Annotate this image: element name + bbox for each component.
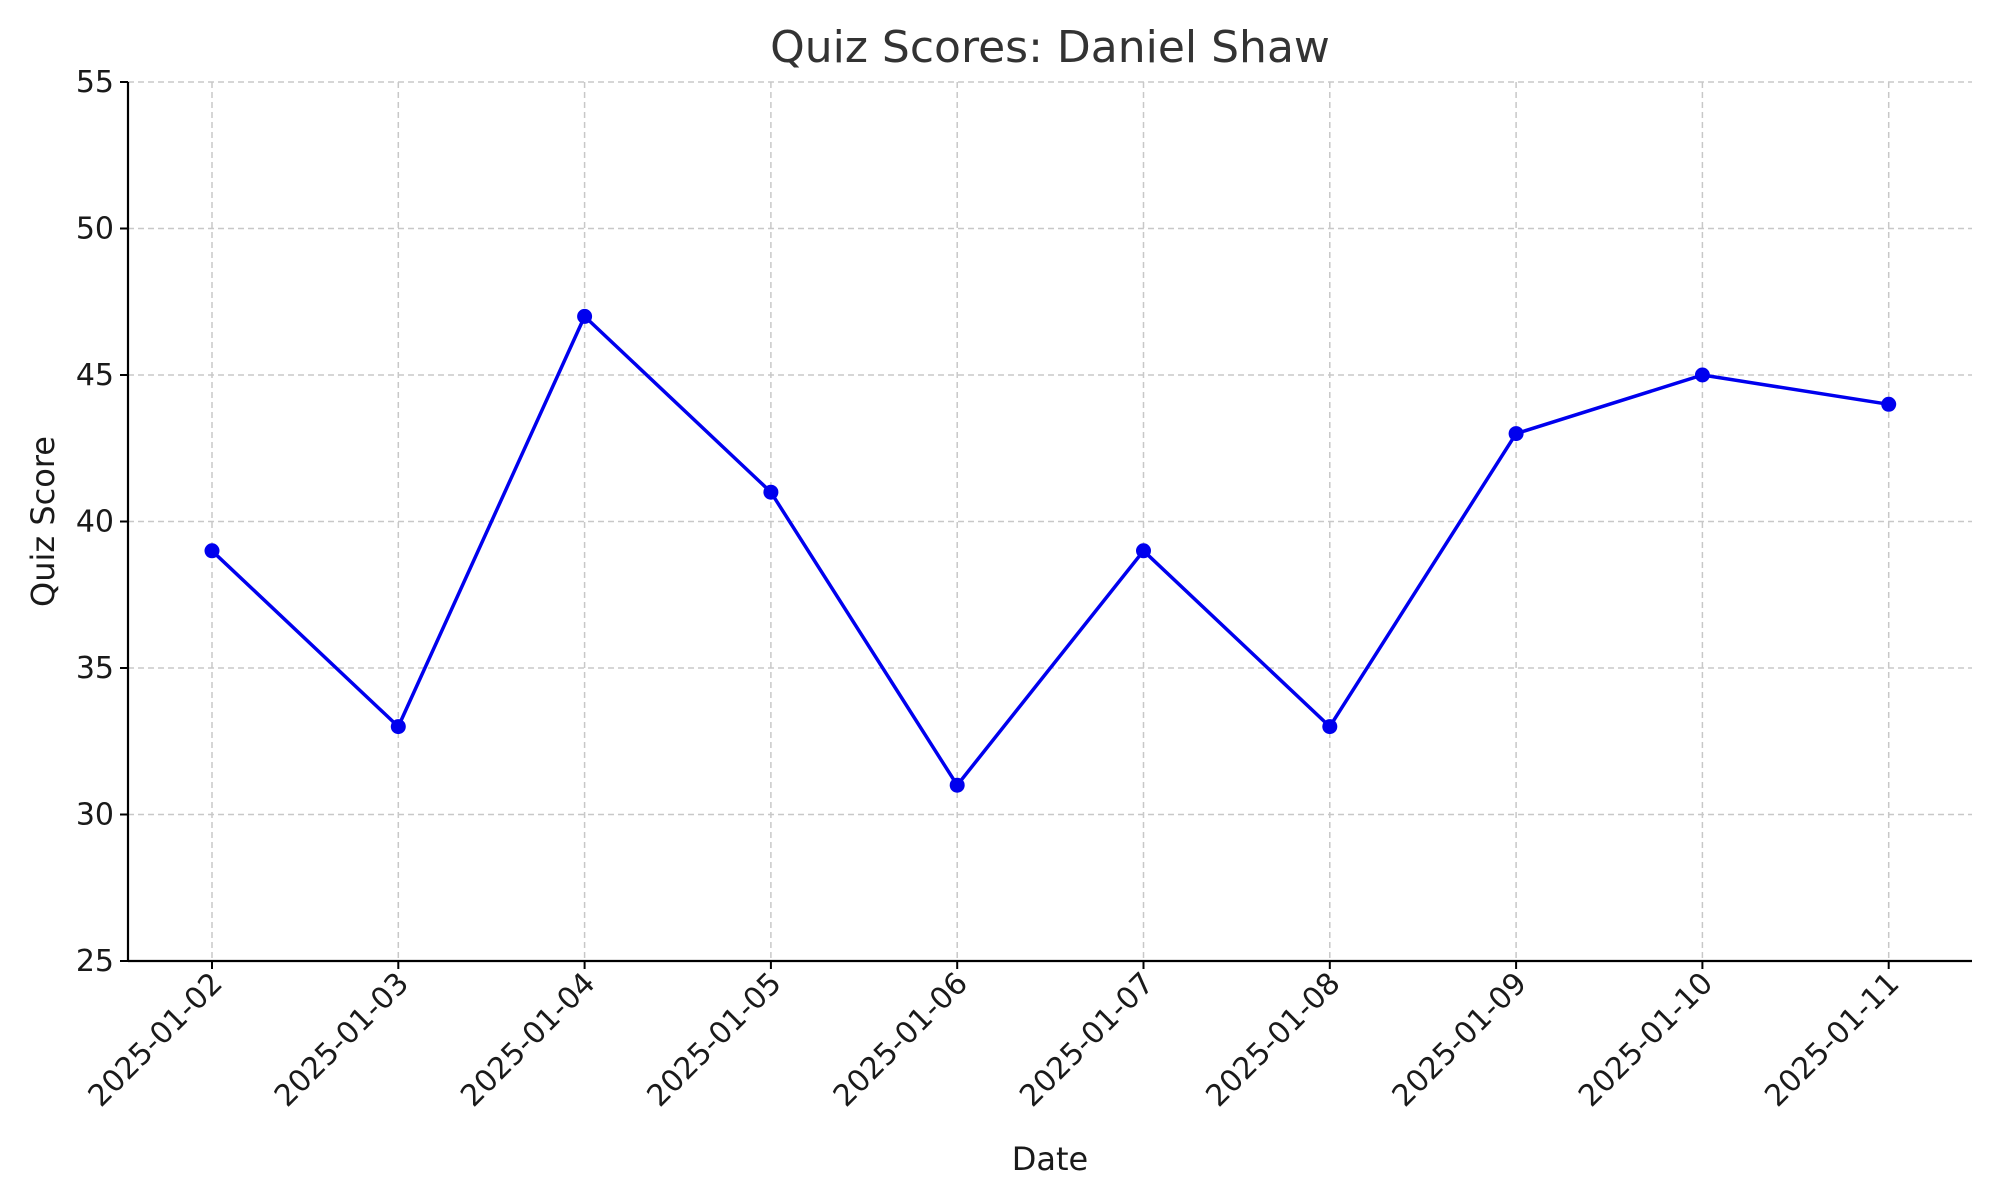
x-axis-label: Date: [1012, 1140, 1088, 1178]
x-tick-label: 2025-01-10: [1572, 966, 1720, 1114]
x-tick-label: 2025-01-07: [1013, 966, 1161, 1114]
series: [204, 308, 1897, 793]
grid: [128, 81, 1972, 962]
data-point: [1136, 543, 1151, 559]
x-tick-label: 2025-01-06: [827, 966, 975, 1114]
x-tick-label: 2025-01-09: [1386, 966, 1534, 1114]
chart-title: Quiz Scores: Daniel Shaw: [770, 22, 1330, 73]
y-tick-label: 25: [76, 944, 114, 979]
data-point: [763, 484, 779, 500]
y-axis-label: Quiz Score: [24, 436, 62, 607]
series-line: [210, 314, 1889, 787]
data-point: [1508, 426, 1524, 442]
x-axis-ticks: 2025-01-02 2025-01-03 2025-01-04 2025-01-05…: [82, 961, 1906, 1114]
data-point: [949, 777, 965, 793]
data-point: [1881, 396, 1897, 412]
data-point: [1694, 367, 1710, 383]
y-tick-label: 35: [76, 651, 114, 686]
data-point: [1322, 719, 1338, 735]
data-point: [577, 308, 593, 324]
data-point: [390, 719, 406, 735]
x-tick-label: 2025-01-03: [268, 966, 416, 1114]
y-axis-ticks: 25 30 35 40 45 50 55: [76, 65, 128, 979]
x-tick-label: 2025-01-04: [454, 966, 602, 1114]
y-tick-label: 45: [76, 358, 114, 393]
x-tick-label: 2025-01-11: [1758, 966, 1906, 1114]
x-tick-label: 2025-01-08: [1199, 966, 1347, 1114]
data-point: [204, 543, 220, 559]
y-tick-label: 40: [76, 505, 114, 540]
y-tick-label: 30: [76, 798, 114, 833]
x-tick-label: 2025-01-05: [641, 966, 789, 1114]
y-tick-label: 55: [76, 65, 114, 100]
y-tick-label: 50: [76, 212, 114, 247]
x-tick-label: 2025-01-02: [82, 966, 230, 1114]
